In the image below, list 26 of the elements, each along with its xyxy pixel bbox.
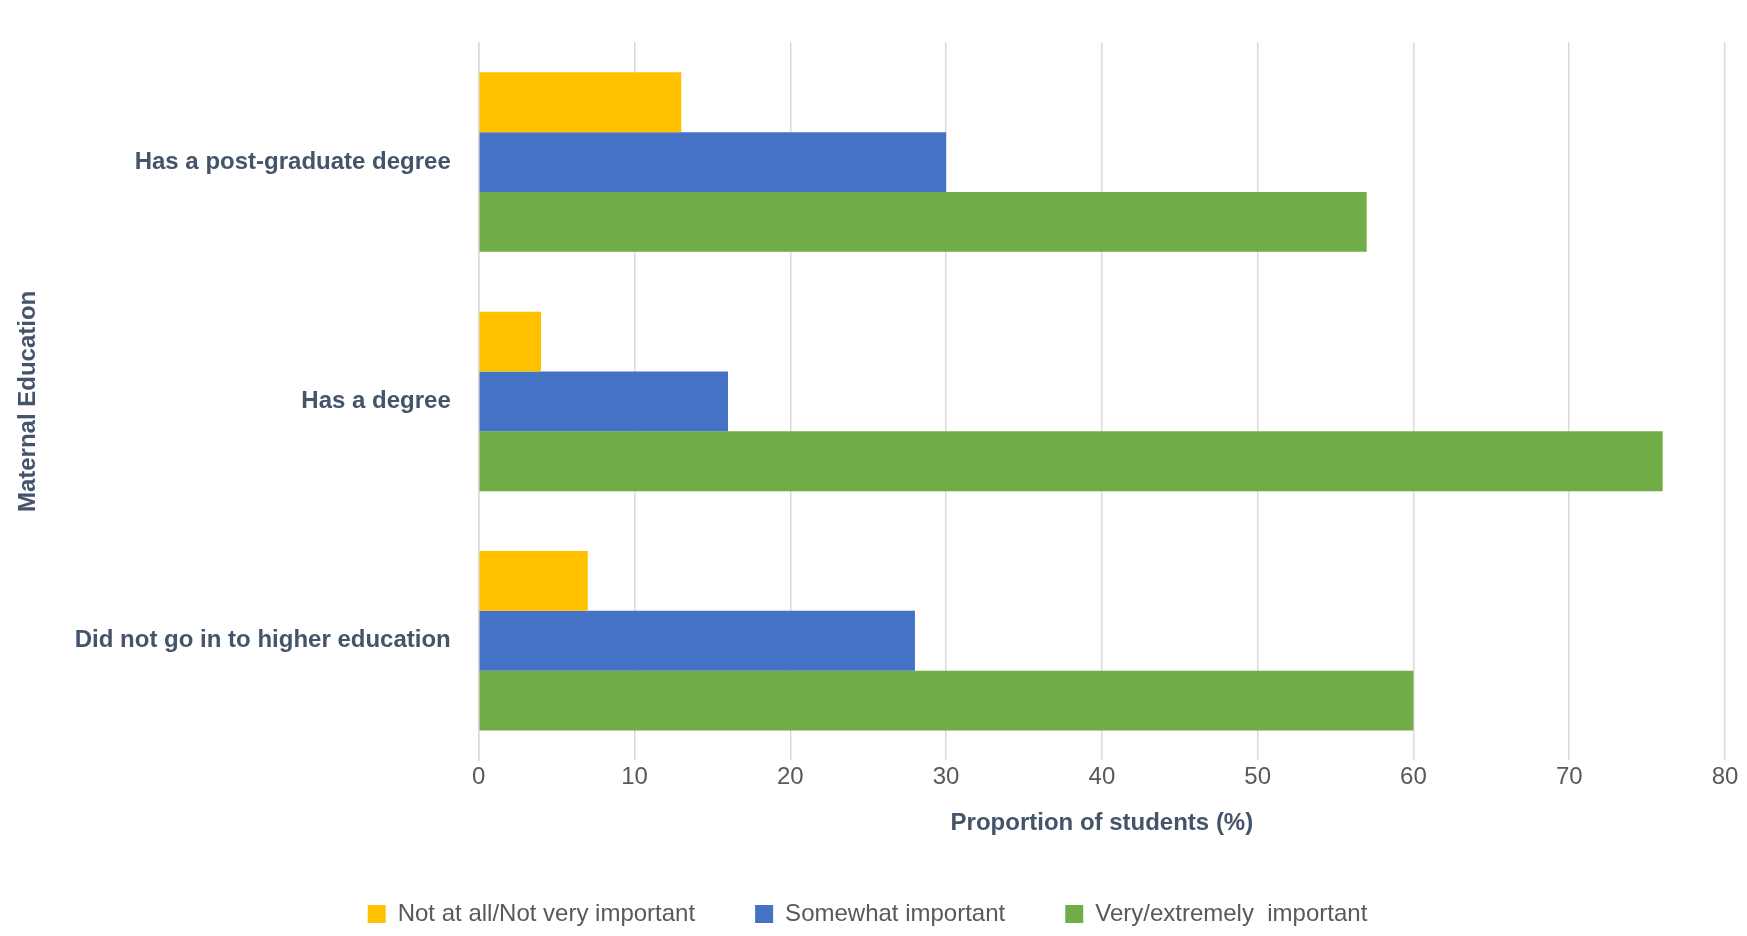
y-tick-label: Has a post-graduate degree [134, 146, 451, 174]
x-tick-label: 80 [1711, 762, 1739, 790]
y-tick-label: Did not go in to higher education [74, 625, 451, 653]
bar [479, 371, 729, 432]
legend-label: Somewhat important [785, 898, 1006, 926]
y-axis-title: Maternal Education [13, 290, 41, 513]
x-tick-label: 0 [472, 762, 486, 790]
bar [479, 550, 588, 611]
x-tick-label: 20 [776, 762, 804, 790]
x-tick-label: 70 [1555, 762, 1583, 790]
bar [479, 670, 1414, 731]
bar [479, 431, 1663, 492]
legend-label: Very/extremely important [1095, 898, 1368, 926]
y-tick-label: Has a degree [301, 386, 451, 414]
bar [479, 311, 542, 372]
bar [479, 610, 915, 671]
x-tick-label: 10 [621, 762, 648, 790]
x-tick-label: 60 [1400, 762, 1427, 790]
bar [479, 191, 1367, 252]
bar [479, 132, 947, 192]
bar [479, 72, 682, 133]
x-tick-label: 30 [932, 762, 960, 790]
x-tick-label: 40 [1088, 762, 1116, 790]
x-tick-label: 50 [1244, 762, 1272, 790]
legend-label: Not at all/Not very important [397, 898, 696, 926]
x-axis-title: Proportion of students (%) [950, 808, 1254, 836]
